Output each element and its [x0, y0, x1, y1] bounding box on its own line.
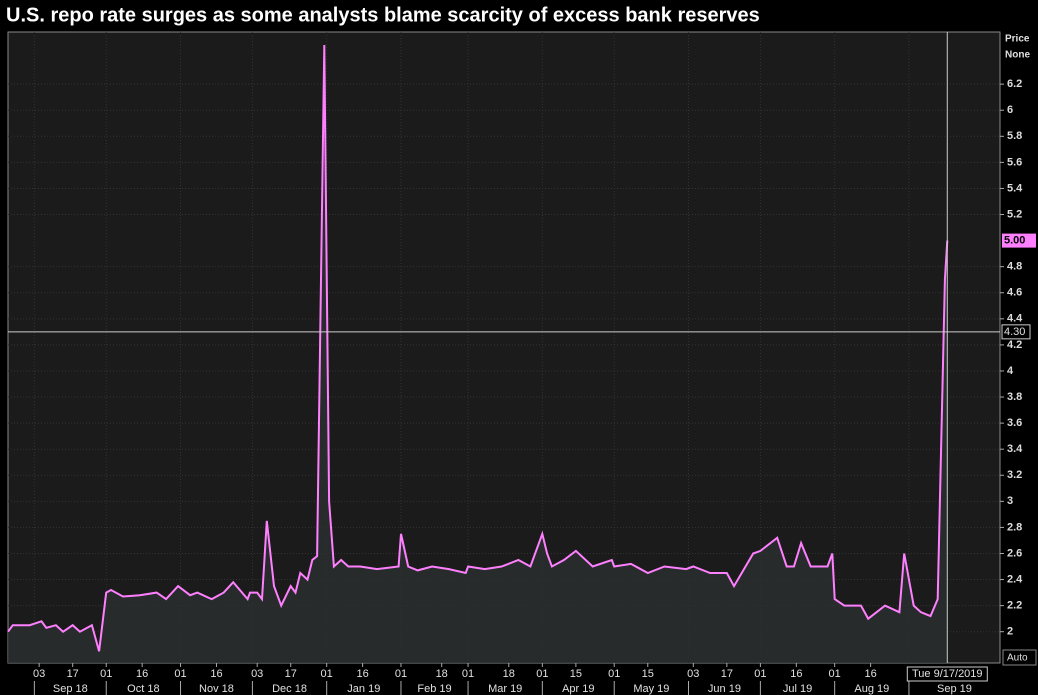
- y-tick-label: 4.2: [1007, 339, 1022, 351]
- x-tick-label: 01: [174, 668, 186, 680]
- x-tick-label: 18: [503, 668, 515, 680]
- scale-button-label[interactable]: Auto: [1007, 653, 1028, 664]
- x-tick-label: 16: [864, 668, 876, 680]
- x-tick-label: 03: [251, 668, 263, 680]
- month-label: Jul 19: [783, 683, 812, 695]
- y-tick-label: 3.4: [1007, 443, 1023, 455]
- currency-label: None: [1005, 50, 1030, 61]
- y-tick-label: 5.4: [1007, 182, 1023, 194]
- x-tick-label: 01: [754, 668, 766, 680]
- x-tick-label: 18: [436, 668, 448, 680]
- x-tick-label: 01: [829, 668, 841, 680]
- y-tick-label: 5.6: [1007, 156, 1022, 168]
- crosshair-y-label: 4.30: [1004, 326, 1025, 338]
- y-tick-label: 3.2: [1007, 469, 1022, 481]
- x-tick-label: 01: [395, 668, 407, 680]
- month-label: Nov 18: [199, 683, 234, 695]
- month-label: Aug 19: [854, 683, 889, 695]
- crosshair-y-box: [1001, 324, 1031, 340]
- month-label: Jun 19: [708, 683, 741, 695]
- x-tick-label: 15: [642, 668, 654, 680]
- line: [7, 44, 949, 652]
- y-tick-label: 5.8: [1007, 130, 1022, 142]
- y-tick-label: 2.6: [1007, 547, 1022, 559]
- last-value-label: 5.00: [1004, 235, 1025, 247]
- month-label: Sep 18: [53, 683, 88, 695]
- y-tick-label: 5.2: [1007, 208, 1022, 220]
- y-tick-label: 6: [1007, 104, 1013, 116]
- month-label: Jan 19: [347, 683, 380, 695]
- x-tick-label: 16: [790, 668, 802, 680]
- month-label: May 19: [633, 683, 669, 695]
- x-tick-label: 16: [210, 668, 222, 680]
- y-tick-label: 2: [1007, 626, 1013, 638]
- scale-button[interactable]: [1002, 649, 1037, 666]
- x-tick-label: 01: [536, 668, 548, 680]
- month-label: Apr 19: [562, 683, 594, 695]
- month-label: Sep 19: [937, 683, 972, 695]
- month-label: Dec 18: [272, 683, 307, 695]
- y-tick-label: 3.6: [1007, 417, 1022, 429]
- x-tick-label: 01: [462, 668, 474, 680]
- chart-title: U.S. repo rate surges as some analysts b…: [6, 4, 760, 26]
- y-tick-label: 2.8: [1007, 521, 1022, 533]
- month-label: Feb 19: [417, 683, 451, 695]
- x-tick-label: 01: [321, 668, 333, 680]
- y-tick-label: 6.2: [1007, 78, 1022, 90]
- month-label: Mar 19: [488, 683, 522, 695]
- y-tick-label: 2.4: [1007, 573, 1023, 585]
- y-tick-label: 4.4: [1007, 313, 1023, 325]
- y-tick-label: 4.8: [1007, 261, 1022, 273]
- x-tick-label: 01: [608, 668, 620, 680]
- crosshair-x-label: Tue 9/17/2019: [912, 668, 983, 680]
- x-tick-label: 16: [357, 668, 369, 680]
- y-axis-title: Price: [1005, 34, 1030, 45]
- x-tick-label: 17: [67, 668, 79, 680]
- last-value-box: [1002, 233, 1036, 248]
- x-tick-label: 03: [687, 668, 699, 680]
- y-tick-label: 4.6: [1007, 287, 1022, 299]
- x-tick-label: 17: [285, 668, 297, 680]
- y-tick-label: 3.8: [1007, 391, 1022, 403]
- y-tick-label: 4: [1007, 365, 1014, 377]
- y-tick-label: 3: [1007, 495, 1013, 507]
- y-tick-label: 2.2: [1007, 600, 1022, 612]
- x-tick-label: 01: [100, 668, 112, 680]
- x-tick-label: 15: [570, 668, 582, 680]
- x-tick-label: 03: [33, 668, 45, 680]
- month-label: Oct 18: [127, 683, 159, 695]
- x-tick-label: 16: [136, 668, 148, 680]
- x-tick-label: 17: [721, 668, 733, 680]
- crosshair-x-box: [906, 666, 988, 682]
